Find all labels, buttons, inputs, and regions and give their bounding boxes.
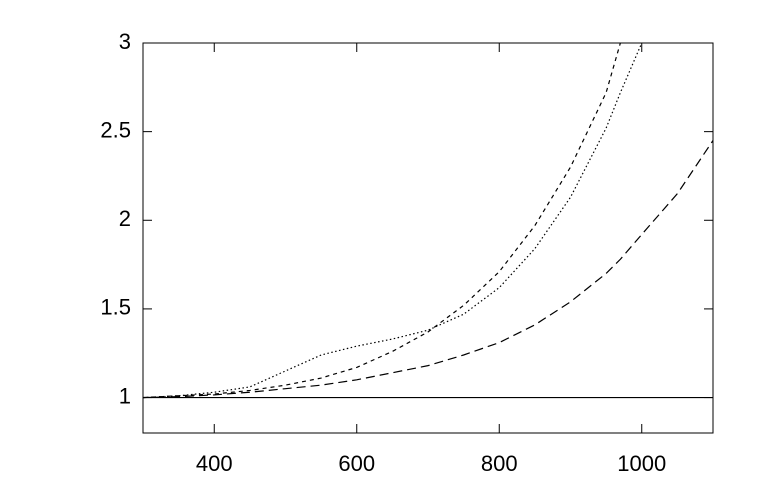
y-tick-label: 2 [119, 206, 131, 231]
x-tick-label: 800 [481, 451, 518, 476]
y-tick-label: 1.5 [100, 295, 131, 320]
y-tick-label: 3 [119, 29, 131, 54]
plot-area [143, 43, 713, 399]
x-tick-label: 600 [338, 451, 375, 476]
series-line [143, 140, 713, 399]
series-line [143, 43, 621, 399]
plot-frame [142, 42, 714, 434]
y-tick-label: 1 [119, 383, 131, 408]
x-tick-label: 1000 [617, 451, 666, 476]
x-tick-label: 400 [196, 451, 233, 476]
series-line [143, 43, 643, 399]
y-tick-label: 2.5 [100, 117, 131, 142]
